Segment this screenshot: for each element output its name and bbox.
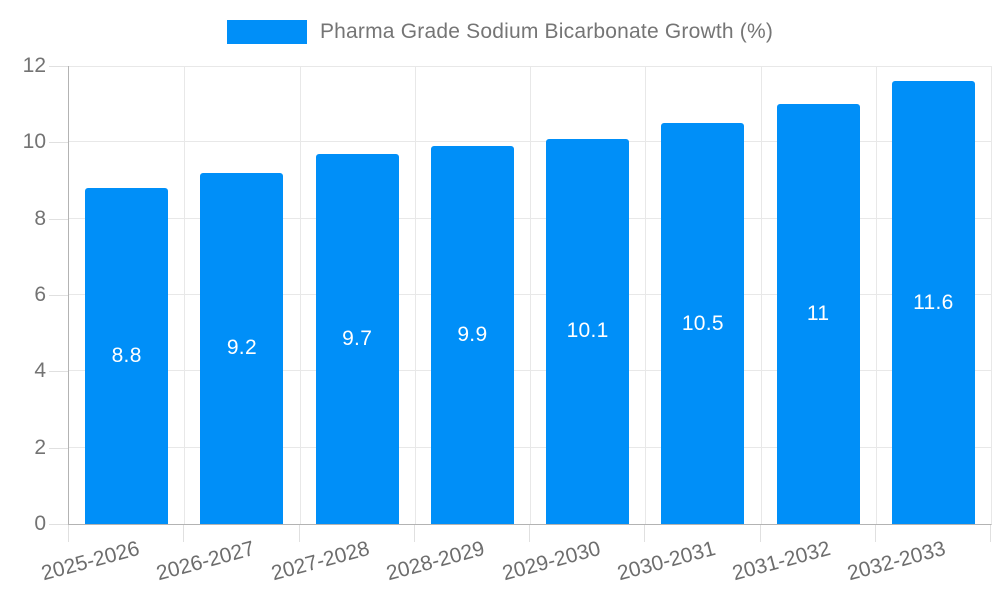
- y-axis-tick-label: 8: [34, 206, 46, 230]
- y-axis-tick: [49, 142, 68, 144]
- y-axis-tick: [49, 295, 68, 296]
- x-axis-tick: [298, 525, 300, 542]
- bar-value-label: 8.8: [111, 344, 142, 368]
- x-gridline: [760, 66, 762, 524]
- x-gridline: [414, 66, 416, 524]
- x-gridline: [530, 66, 531, 524]
- x-gridline: [184, 66, 186, 524]
- legend[interactable]: Pharma Grade Sodium Bicarbonate Growth (…: [0, 18, 1000, 46]
- y-axis-tick: [49, 447, 68, 449]
- bar-value-label: 11: [806, 302, 830, 326]
- y-axis-tick-label: 12: [22, 54, 46, 77]
- bar: 9.7: [315, 153, 399, 524]
- bar: 8.8: [85, 188, 169, 524]
- bar: 10.5: [661, 123, 745, 524]
- x-axis-tick: [644, 525, 646, 542]
- y-axis-tick: [49, 524, 68, 525]
- bar-value-label: 9.9: [457, 323, 488, 347]
- y-axis-tick-label: 4: [34, 359, 46, 383]
- plot-area: 8.8 9.2 9.7 9.9 10.1 10.5 11 11.6: [68, 66, 992, 525]
- y-axis-tick-label: 10: [22, 130, 46, 154]
- x-axis-tick: [759, 525, 761, 542]
- x-axis-tick: [68, 525, 69, 542]
- x-axis-tick: [990, 525, 991, 542]
- bar-value-label: 10.1: [566, 319, 609, 343]
- y-axis-tick-label: 6: [34, 283, 46, 306]
- x-gridline: [875, 66, 877, 524]
- bar: 9.9: [430, 146, 514, 524]
- x-axis-tick: [529, 525, 530, 542]
- x-axis-tick: [413, 525, 415, 542]
- y-axis-tick: [49, 371, 68, 373]
- bar-value-label: 10.5: [681, 311, 724, 335]
- legend-label: Pharma Grade Sodium Bicarbonate Growth (…: [319, 20, 774, 43]
- x-gridline: [299, 66, 301, 524]
- x-axis-tick: [874, 525, 876, 542]
- y-axis-tick-label: 2: [34, 435, 46, 459]
- bar: 10.1: [546, 138, 630, 524]
- bar-value-label: 9.7: [342, 326, 373, 350]
- bar: 9.2: [200, 172, 284, 524]
- y-axis-tick-label: 0: [34, 512, 46, 535]
- x-gridline: [645, 66, 647, 524]
- x-axis-tick: [183, 525, 185, 542]
- y-axis-tick: [49, 218, 68, 220]
- bar: 11.6: [891, 81, 975, 524]
- bar: 11: [776, 104, 860, 524]
- legend-marker: [226, 20, 307, 44]
- y-axis-tick: [49, 66, 68, 67]
- bar-value-label: 9.2: [226, 336, 257, 360]
- bar-value-label: 11.6: [913, 290, 954, 314]
